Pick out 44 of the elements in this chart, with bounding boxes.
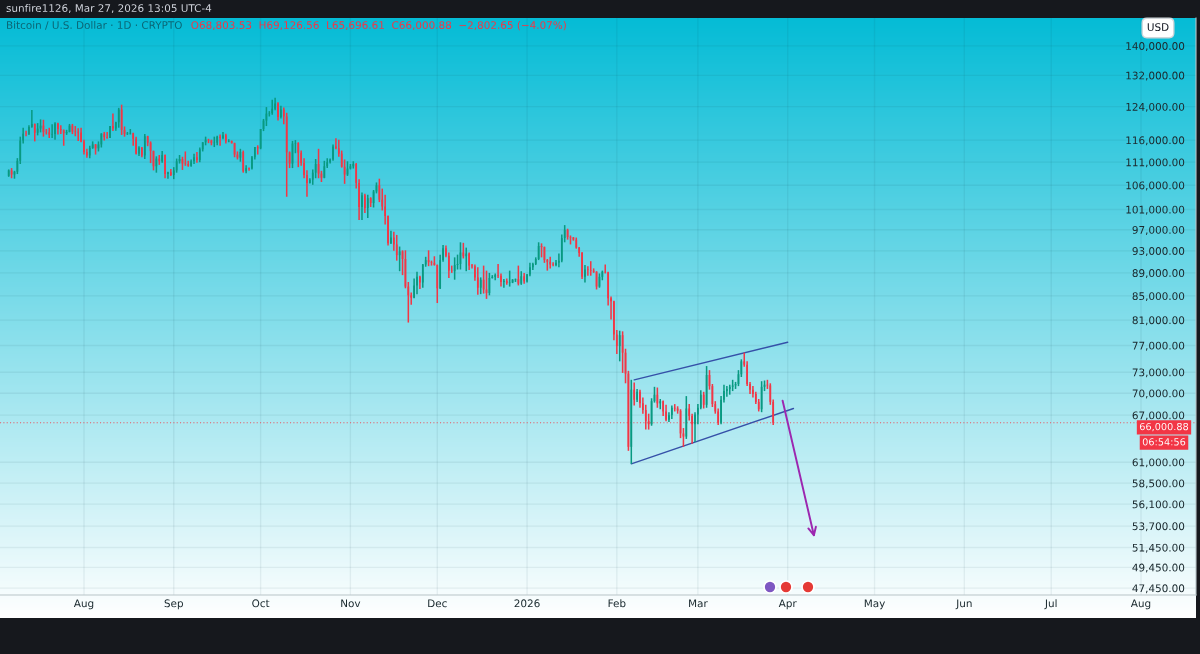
x-tick-label: May (864, 599, 886, 610)
y-tick-label: 106,000.00 (1126, 181, 1185, 191)
y-tick-label: 56,100.00 (1132, 500, 1185, 510)
y-tick-label: 47,450.00 (1132, 584, 1185, 594)
y-tick-label: 67,000.00 (1132, 411, 1185, 421)
chart-subtitle: O68,803.53 H69,126.56 L65,696.61 C66,000.88 −2,802.65 (−4.07%) (191, 20, 566, 31)
y-tick-label: 58,500.00 (1132, 479, 1185, 489)
y-tick-label: 124,000.00 (1126, 102, 1185, 112)
x-tick-label: Jun (955, 599, 972, 610)
y-tick-label: 81,000.00 (1132, 316, 1185, 326)
y-tick-label: 61,000.00 (1132, 458, 1185, 468)
y-tick-label: 89,000.00 (1132, 269, 1185, 279)
y-tick-label: 49,450.00 (1132, 563, 1185, 573)
x-tick-label: Apr (778, 599, 797, 610)
y-tick-label: 73,000.00 (1132, 368, 1185, 378)
x-tick-label: Feb (608, 599, 626, 608)
annotation: 06:54:56 (1142, 438, 1186, 446)
chart-title: Bitcoin / U.S. Dollar · 1D · CRYPTO (7, 20, 182, 30)
y-tick-label: 53,700.00 (1132, 522, 1185, 532)
x-tick-label: Oct (252, 599, 270, 608)
y-tick-label: 70,000.00 (1132, 389, 1185, 399)
y-tick-label: 116,000.00 (1126, 136, 1185, 146)
candlestick (129, 128, 132, 136)
y-tick-label: 51,450.00 (1132, 543, 1185, 553)
x-tick-label: 2026 (514, 599, 540, 608)
y-tick-label: 85,000.00 (1132, 292, 1185, 302)
y-tick-label: 132,000.00 (1126, 71, 1185, 81)
x-tick-label: Sep (164, 599, 183, 610)
y-tick-label: 101,000.00 (1126, 205, 1185, 215)
x-tick-label: Jul (1044, 599, 1057, 610)
x-tick-label: Aug (73, 599, 94, 610)
x-tick-label: Aug (1130, 599, 1151, 610)
x-tick-label: Nov (341, 599, 361, 608)
y-tick-label: 93,000.00 (1132, 247, 1185, 257)
y-tick-label: 140,000.00 (1126, 42, 1185, 52)
x-tick-label: Dec (428, 599, 447, 608)
x-tick-label: Mar (689, 599, 708, 608)
candlestick (731, 379, 734, 392)
y-tick-label: 77,000.00 (1132, 341, 1185, 351)
ref-line-label: 66,000.88 (1139, 422, 1189, 432)
y-tick-label: 111,000.00 (1126, 158, 1185, 168)
y-axis-title: USD (1147, 23, 1169, 32)
text: sunfire1126, Mar 27, 2026 13:05 UTC-4 (6, 3, 212, 14)
y-tick-label: 97,000.00 (1132, 225, 1185, 235)
